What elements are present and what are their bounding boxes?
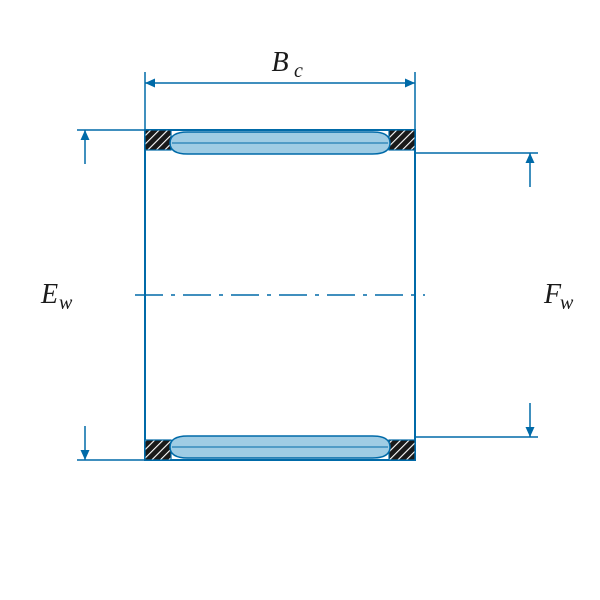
cage-section-hatch-2 bbox=[145, 440, 171, 460]
bearing-cross-section-diagram: BcEwFw bbox=[0, 0, 600, 600]
label-ew: E bbox=[40, 279, 58, 310]
label-fw-sub: w bbox=[560, 292, 574, 314]
label-ew-sub: w bbox=[59, 292, 73, 314]
label-bc: B bbox=[271, 47, 288, 78]
label-bc-sub: c bbox=[294, 60, 303, 82]
cage-section-hatch-1 bbox=[389, 130, 415, 150]
cage-section-hatch-0 bbox=[145, 130, 171, 150]
cage-section-hatch-3 bbox=[389, 440, 415, 460]
